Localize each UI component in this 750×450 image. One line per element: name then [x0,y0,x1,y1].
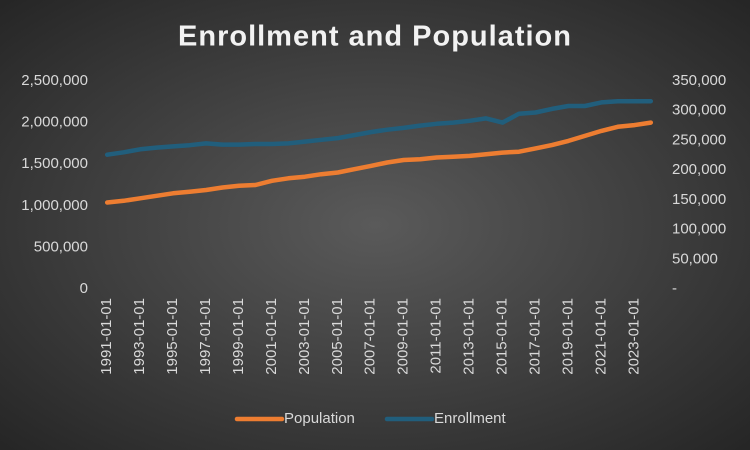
chart-title: Enrollment and Population [178,21,572,53]
x-tick-label: 2015-01-01 [493,298,510,375]
x-tick-label: 1991-01-01 [98,298,115,375]
y2-tick-label: 150,000 [672,191,726,208]
y2-tick-label: - [672,280,677,297]
x-tick-label: 1995-01-01 [164,298,181,375]
x-tick-label: 2005-01-01 [329,298,346,375]
y2-tick-label: 300,000 [672,102,726,119]
x-tick-label: 1993-01-01 [131,298,148,375]
x-tick-label: 2019-01-01 [559,298,576,375]
x-tick-label: 2011-01-01 [428,298,445,374]
y-tick-label: 2,500,000 [21,72,88,89]
y2-tick-label: 250,000 [672,131,726,148]
y2-tick-label: 100,000 [672,221,726,238]
y2-tick-label: 350,000 [672,72,726,89]
y2-tick-label: 50,000 [672,250,718,267]
x-tick-label: 2017-01-01 [526,298,543,375]
x-tick-label: 1999-01-01 [230,298,247,375]
x-tick-label: 2001-01-01 [263,298,280,375]
y2-tick-label: 200,000 [672,161,726,178]
y-tick-label: 0 [80,280,88,297]
x-tick-label: 2003-01-01 [296,298,313,375]
series-line [104,120,654,205]
legend-label: Enrollment [434,410,507,427]
legend-label: Population [284,410,355,427]
y-tick-label: 2,000,000 [21,114,88,131]
x-tick-label: 1997-01-01 [197,298,214,375]
x-tick-label: 2023-01-01 [625,298,642,375]
x-tick-label: 2009-01-01 [395,298,412,375]
x-tick-label: 2013-01-01 [461,298,478,375]
x-tick-label: 2021-01-01 [592,298,609,375]
series-line [104,98,654,157]
y-tick-label: 500,000 [34,238,88,255]
y-tick-label: 1,000,000 [21,197,88,214]
x-tick-label: 2007-01-01 [362,298,379,375]
y-tick-label: 1,500,000 [21,155,88,172]
